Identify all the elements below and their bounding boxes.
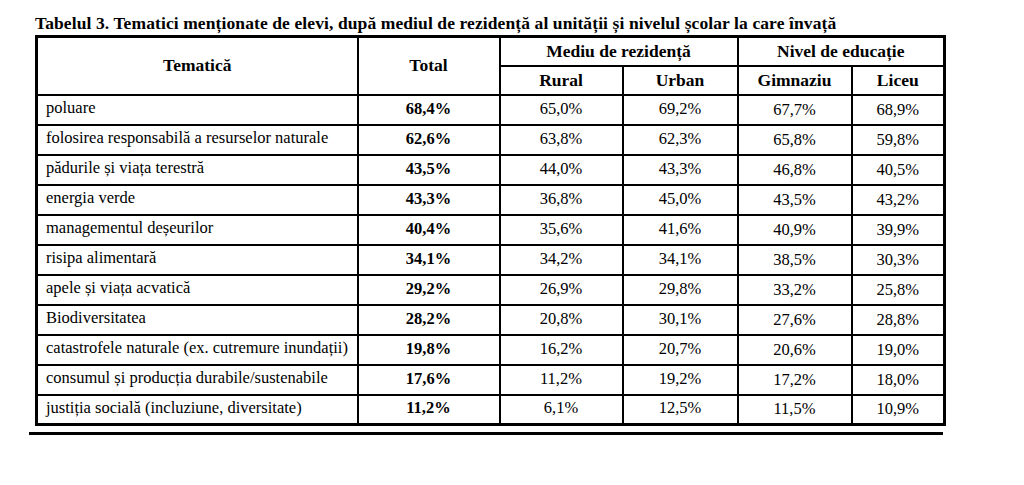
cell-rural: 26,9% bbox=[500, 275, 623, 305]
cell-rural: 16,2% bbox=[500, 335, 623, 365]
header-row-groups: Tematică Total Mediu de rezidență Nivel … bbox=[37, 37, 945, 66]
table-caption: Tabelul 3. Tematici menționate de elevi,… bbox=[35, 13, 943, 35]
cell-tematica: consumul și producția durabile/sustenabi… bbox=[37, 365, 358, 395]
table-row: pădurile și viața terestră43,5%44,0%43,3… bbox=[37, 155, 945, 185]
header-mediu-de-rezidenta: Mediu de rezidență bbox=[500, 37, 738, 66]
cell-rural: 65,0% bbox=[500, 95, 623, 125]
cell-total: 19,8% bbox=[358, 335, 500, 365]
cell-tematica: catastrofele naturale (ex. cutremure inu… bbox=[37, 335, 358, 365]
cell-liceu: 10,9% bbox=[852, 395, 945, 425]
cell-liceu: 40,5% bbox=[852, 155, 945, 185]
cell-total: 68,4% bbox=[358, 95, 500, 125]
header-liceu: Liceu bbox=[852, 66, 945, 95]
cell-gimnaziu: 38,5% bbox=[738, 245, 852, 275]
cell-tematica: justiția socială (incluziune, diversitat… bbox=[37, 395, 358, 425]
cell-total: 62,6% bbox=[358, 125, 500, 155]
cell-urban: 19,2% bbox=[623, 365, 738, 395]
cell-total: 11,2% bbox=[358, 395, 500, 425]
cell-tematica: risipa alimentară bbox=[37, 245, 358, 275]
table-row: energia verde43,3%36,8%45,0%43,5%43,2% bbox=[37, 185, 945, 215]
cell-total: 34,1% bbox=[358, 245, 500, 275]
cell-tematica: managementul deșeurilor bbox=[37, 215, 358, 245]
cell-gimnaziu: 11,5% bbox=[738, 395, 852, 425]
cell-liceu: 39,9% bbox=[852, 215, 945, 245]
header-tematica: Tematică bbox=[37, 37, 358, 95]
cell-liceu: 25,8% bbox=[852, 275, 945, 305]
table-row: folosirea responsabilă a resurselor natu… bbox=[37, 125, 945, 155]
cell-rural: 20,8% bbox=[500, 305, 623, 335]
header-urban: Urban bbox=[623, 66, 738, 95]
cell-liceu: 68,9% bbox=[852, 95, 945, 125]
cell-total: 43,5% bbox=[358, 155, 500, 185]
cell-total: 40,4% bbox=[358, 215, 500, 245]
header-gimnaziu: Gimnaziu bbox=[738, 66, 852, 95]
cell-gimnaziu: 27,6% bbox=[738, 305, 852, 335]
cell-liceu: 59,8% bbox=[852, 125, 945, 155]
cell-gimnaziu: 17,2% bbox=[738, 365, 852, 395]
cell-gimnaziu: 20,6% bbox=[738, 335, 852, 365]
cell-urban: 43,3% bbox=[623, 155, 738, 185]
cell-total: 28,2% bbox=[358, 305, 500, 335]
cell-tematica: pădurile și viața terestră bbox=[37, 155, 358, 185]
table-row: catastrofele naturale (ex. cutremure inu… bbox=[37, 335, 945, 365]
cell-rural: 44,0% bbox=[500, 155, 623, 185]
cell-liceu: 43,2% bbox=[852, 185, 945, 215]
cell-rural: 35,6% bbox=[500, 215, 623, 245]
cell-rural: 6,1% bbox=[500, 395, 623, 425]
cell-urban: 62,3% bbox=[623, 125, 738, 155]
cell-urban: 12,5% bbox=[623, 395, 738, 425]
cell-urban: 41,6% bbox=[623, 215, 738, 245]
cell-rural: 36,8% bbox=[500, 185, 623, 215]
cell-total: 29,2% bbox=[358, 275, 500, 305]
cell-tematica: energia verde bbox=[37, 185, 358, 215]
table-row: poluare68,4%65,0%69,2%67,7%68,9% bbox=[37, 95, 945, 125]
cell-total: 43,3% bbox=[358, 185, 500, 215]
table-row: justiția socială (incluziune, diversitat… bbox=[37, 395, 945, 425]
cell-gimnaziu: 67,7% bbox=[738, 95, 852, 125]
cell-urban: 30,1% bbox=[623, 305, 738, 335]
cell-urban: 45,0% bbox=[623, 185, 738, 215]
table-header: Tematică Total Mediu de rezidență Nivel … bbox=[37, 37, 945, 95]
cell-gimnaziu: 43,5% bbox=[738, 185, 852, 215]
cell-urban: 34,1% bbox=[623, 245, 738, 275]
cell-rural: 34,2% bbox=[500, 245, 623, 275]
cell-liceu: 19,0% bbox=[852, 335, 945, 365]
cell-gimnaziu: 65,8% bbox=[738, 125, 852, 155]
bottom-rule bbox=[29, 432, 943, 435]
cell-urban: 29,8% bbox=[623, 275, 738, 305]
header-rural: Rural bbox=[500, 66, 623, 95]
cell-rural: 63,8% bbox=[500, 125, 623, 155]
cell-liceu: 28,8% bbox=[852, 305, 945, 335]
cell-tematica: folosirea responsabilă a resurselor natu… bbox=[37, 125, 358, 155]
thematics-table: Tematică Total Mediu de rezidență Nivel … bbox=[35, 35, 946, 426]
document-page: Tabelul 3. Tematici menționate de elevi,… bbox=[35, 13, 943, 435]
cell-tematica: apele și viața acvatică bbox=[37, 275, 358, 305]
table-row: consumul și producția durabile/sustenabi… bbox=[37, 365, 945, 395]
header-nivel-de-educatie: Nivel de educație bbox=[738, 37, 945, 66]
table-row: apele și viața acvatică29,2%26,9%29,8%33… bbox=[37, 275, 945, 305]
cell-rural: 11,2% bbox=[500, 365, 623, 395]
cell-gimnaziu: 40,9% bbox=[738, 215, 852, 245]
table-row: Biodiversitatea28,2%20,8%30,1%27,6%28,8% bbox=[37, 305, 945, 335]
table-row: managementul deșeurilor40,4%35,6%41,6%40… bbox=[37, 215, 945, 245]
cell-urban: 69,2% bbox=[623, 95, 738, 125]
header-total: Total bbox=[358, 37, 500, 95]
cell-gimnaziu: 33,2% bbox=[738, 275, 852, 305]
cell-liceu: 18,0% bbox=[852, 365, 945, 395]
cell-gimnaziu: 46,8% bbox=[738, 155, 852, 185]
cell-tematica: poluare bbox=[37, 95, 358, 125]
cell-total: 17,6% bbox=[358, 365, 500, 395]
cell-liceu: 30,3% bbox=[852, 245, 945, 275]
table-body: poluare68,4%65,0%69,2%67,7%68,9%folosire… bbox=[37, 95, 945, 425]
table-row: risipa alimentară34,1%34,2%34,1%38,5%30,… bbox=[37, 245, 945, 275]
cell-tematica: Biodiversitatea bbox=[37, 305, 358, 335]
cell-urban: 20,7% bbox=[623, 335, 738, 365]
